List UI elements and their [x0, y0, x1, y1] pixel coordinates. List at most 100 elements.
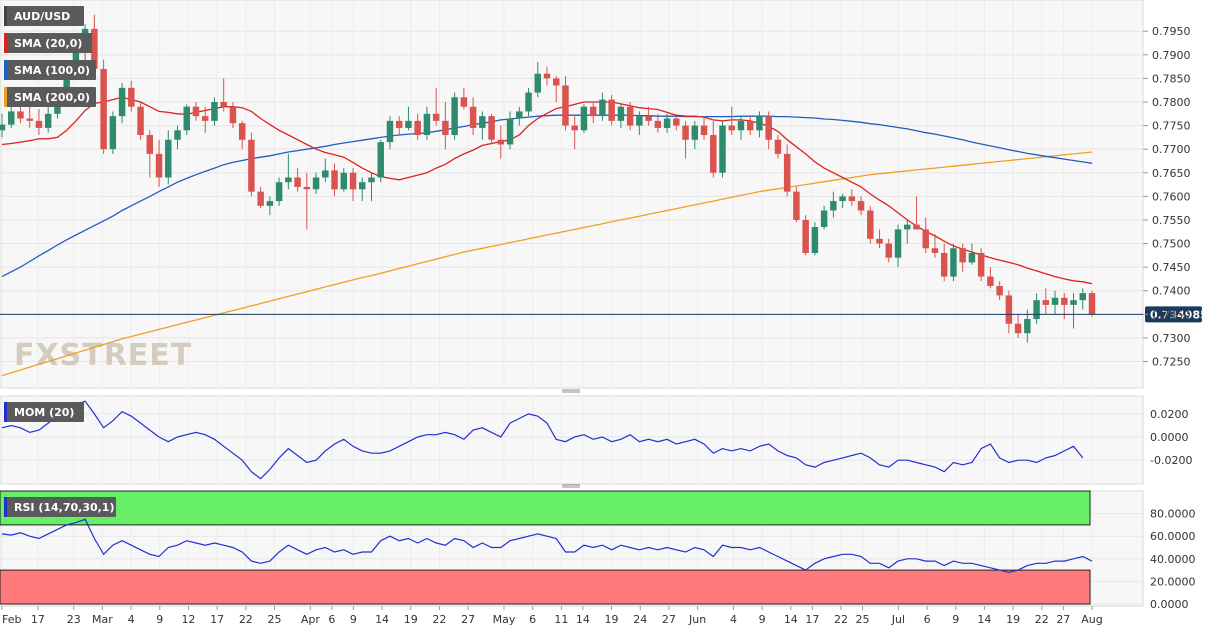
time-tick-label: 6 [924, 613, 931, 626]
rsi-tick-label: 40.0000 [1150, 553, 1196, 566]
candle [710, 120, 717, 178]
candle [626, 102, 634, 131]
time-tick-label: 19 [1006, 613, 1020, 626]
candle [146, 130, 154, 178]
candle [783, 144, 791, 197]
time-tick-label: 22 [239, 613, 253, 626]
candle [913, 196, 920, 230]
candle [257, 186, 264, 209]
candle [0, 113, 6, 138]
sma-100-path [1, 114, 1093, 278]
candle [673, 116, 680, 131]
candle [1005, 290, 1013, 334]
price-tick-label: 0.7350 [1152, 308, 1191, 321]
time-tick-label: 27 [662, 613, 676, 626]
candle [553, 76, 560, 102]
price-tick-label: 0.7750 [1152, 120, 1191, 133]
candle [248, 132, 255, 197]
candle [904, 219, 911, 244]
candle [987, 267, 994, 289]
price-tick-label: 0.7600 [1152, 190, 1191, 203]
rsi-tick-label: 0.0000 [1150, 598, 1189, 611]
candle [765, 111, 772, 150]
svg-text:SMA (200,0): SMA (200,0) [14, 91, 90, 104]
candle [349, 168, 357, 202]
candle [737, 116, 745, 140]
price-axis: 0.7950 0.7900 0.7850 0.7800 0.7750 0.7700 0.76… [1143, 25, 1191, 368]
candle [968, 243, 976, 265]
sma-200-label[interactable]: SMA (200,0) [4, 87, 96, 107]
time-tick-label: 4 [730, 613, 737, 626]
candle [728, 106, 735, 136]
sma-20-label[interactable]: SMA (20,0) [4, 33, 92, 53]
price-tick-label: 0.7950 [1152, 25, 1191, 38]
candle [525, 87, 532, 117]
time-tick-label: 6 [529, 613, 536, 626]
svg-text:SMA (100,0): SMA (100,0) [14, 64, 90, 77]
time-tick-label: 19 [404, 613, 418, 626]
candle [746, 116, 754, 136]
time-tick-label: 25 [856, 613, 870, 626]
time-tick-label: 17 [805, 613, 819, 626]
rsi-label[interactable]: RSI (14,70,30,1) [4, 497, 116, 517]
candle [977, 248, 985, 282]
time-tick-label: 24 [633, 613, 647, 626]
candle [488, 113, 495, 145]
candle [220, 78, 227, 112]
time-tick-label: 27 [461, 613, 475, 626]
candle [451, 92, 458, 140]
price-tick-label: 0.7550 [1152, 214, 1191, 227]
current-price-label: 0.734985 [1150, 308, 1208, 321]
splitter-handle[interactable] [562, 389, 580, 393]
candle [571, 116, 578, 150]
candle [211, 97, 218, 126]
candle [922, 217, 929, 253]
candle [931, 234, 939, 258]
time-tick-label: 19 [605, 613, 619, 626]
rsi-path [1, 518, 1093, 574]
candle [857, 196, 865, 216]
candle [580, 104, 588, 133]
time-tick-label: 17 [31, 613, 45, 626]
candle [867, 205, 874, 244]
candle [506, 111, 514, 150]
time-tick-label: 9 [156, 613, 163, 626]
time-tick-label: 22 [1035, 613, 1049, 626]
sma-100-label[interactable]: SMA (100,0) [4, 60, 96, 80]
candle [830, 191, 837, 218]
candle [26, 106, 33, 128]
momentum-tick-label: -0.0200 [1150, 454, 1192, 467]
candle [940, 243, 948, 282]
candle [183, 104, 190, 136]
candle [331, 163, 338, 197]
candle [442, 102, 449, 150]
candle [1070, 293, 1077, 329]
time-tick-label: 9 [952, 613, 959, 626]
price-tick-label: 0.7800 [1152, 96, 1191, 109]
candle [1051, 290, 1059, 315]
candle [368, 172, 375, 202]
price-tick-label: 0.7850 [1152, 72, 1191, 85]
candle [599, 92, 606, 121]
time-tick-label: Jul [891, 613, 905, 626]
time-tick-label: 9 [759, 613, 766, 626]
candle [359, 177, 366, 202]
candle [1024, 309, 1031, 343]
splitter-handle[interactable] [562, 484, 580, 488]
svg-text:AUD/USD: AUD/USD [14, 10, 70, 23]
momentum-label[interactable]: MOM (20) [4, 402, 84, 422]
candle [322, 158, 329, 183]
candle [395, 116, 403, 136]
time-tick-label: Apr [301, 613, 321, 626]
candle [885, 238, 893, 263]
time-tick-label: Mar [92, 613, 113, 626]
candle [756, 111, 763, 138]
candle [516, 106, 523, 126]
candle [165, 130, 172, 185]
price-tick-label: 0.7700 [1152, 143, 1191, 156]
symbol-label[interactable]: AUD/USD [4, 6, 84, 26]
candle [128, 80, 135, 112]
time-tick-label: 6 [328, 613, 335, 626]
candle [100, 59, 107, 154]
candle [479, 111, 486, 140]
